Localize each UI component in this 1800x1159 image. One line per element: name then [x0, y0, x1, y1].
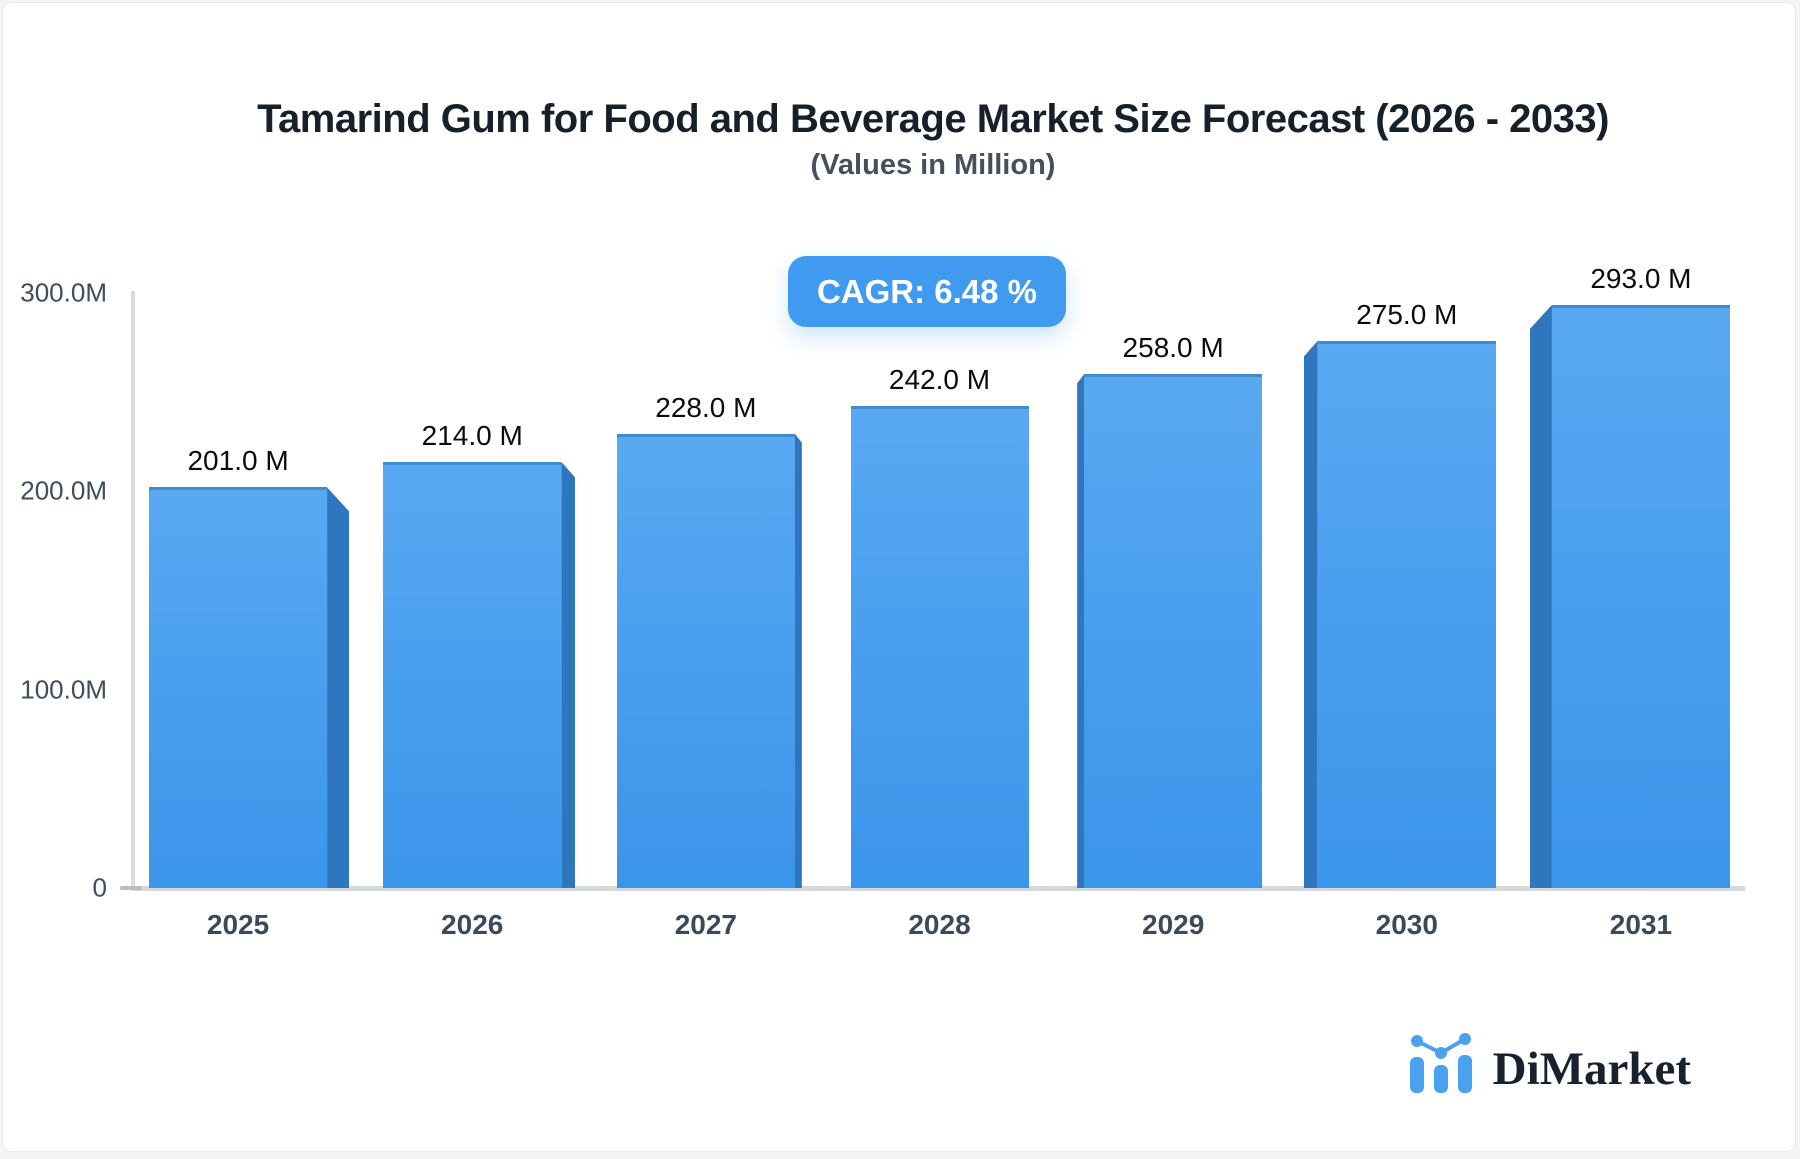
x-tick-label-2028: 2028 — [908, 909, 971, 940]
zero-tick-dash — [120, 886, 142, 890]
x-tick-label-2029: 2029 — [1141, 909, 1205, 940]
bar-value-label: 258.0 M — [1122, 332, 1224, 364]
x-tick-label-2030: 2030 — [1375, 909, 1438, 940]
bar-value-label: 214.0 M — [421, 419, 523, 451]
y-tick-label: 0 — [92, 872, 107, 903]
bar-2031[interactable] — [1551, 304, 1730, 888]
y-tick-label: 300.0M — [20, 277, 107, 308]
page-subtitle: (Values in Million) — [810, 149, 1056, 181]
y-tick-label: 100.0M — [20, 674, 107, 705]
bar-2030[interactable] — [1317, 340, 1496, 888]
bar-value-label: 242.0 M — [888, 364, 991, 396]
bar-side-2029 — [1077, 374, 1085, 888]
dimarket-logo: DiMarket — [1407, 1031, 1691, 1093]
bar-2028[interactable] — [850, 406, 1029, 888]
bar-side-2025 — [327, 487, 350, 888]
cagr-badge-label: CAGR: 6.48 % — [816, 272, 1038, 310]
cagr-badge: CAGR: 6.48 % — [788, 256, 1066, 327]
bar-side-2026 — [561, 461, 576, 888]
page-title: Tamarind Gum for Food and Beverage Marke… — [257, 97, 1609, 141]
x-tick-label-2027: 2027 — [674, 909, 737, 940]
bar-2027[interactable] — [616, 433, 795, 888]
bar-side-2030 — [1303, 340, 1318, 888]
bar-chart: 300.0M 200.0M 100.0M 0 201.0 M 2025 214.0 M 202… — [3, 3, 1800, 1159]
x-tick-label-2026: 2026 — [441, 909, 504, 940]
y-axis-line — [131, 291, 135, 891]
bar-side-2031 — [1529, 304, 1552, 888]
bar-2029[interactable] — [1084, 374, 1263, 888]
bar-value-label: 228.0 M — [655, 391, 757, 423]
bar-side-2027 — [794, 433, 802, 888]
bar-2025[interactable] — [149, 487, 328, 888]
dimarket-bars-icon — [1409, 1033, 1472, 1093]
bar-2026[interactable] — [383, 461, 562, 888]
x-tick-label-2025: 2025 — [206, 909, 270, 940]
x-tick-label-2031: 2031 — [1609, 909, 1673, 940]
logo-text: DiMarket — [1492, 1043, 1691, 1095]
bar-value-label: 275.0 M — [1356, 298, 1458, 330]
bar-value-label: 201.0 M — [187, 445, 289, 477]
bar-value-label: 293.0 M — [1590, 262, 1692, 294]
x-axis-baseline — [134, 886, 1745, 891]
y-tick-label: 200.0M — [20, 475, 107, 506]
